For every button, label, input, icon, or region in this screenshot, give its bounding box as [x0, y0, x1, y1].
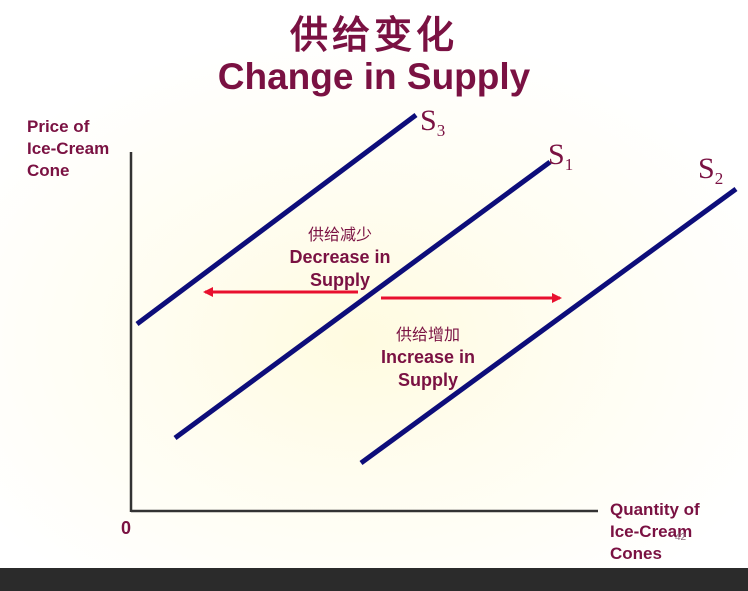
- slide: 供给变化 Change in Supply Price of Ice-Cream…: [0, 0, 748, 568]
- increase-label-line2: Supply: [397, 370, 458, 390]
- decrease-label-line1: Decrease in: [289, 247, 391, 267]
- decrease-label-cn: 供给减少: [307, 225, 372, 244]
- curve-label-s1: S1: [548, 138, 574, 174]
- y-axis-label-line3: Cone: [27, 161, 70, 180]
- increase-label-line1: Increase in: [380, 347, 476, 367]
- x-axis-label-line3: Cones: [610, 544, 662, 563]
- y-axis-label-line2: Ice-Cream: [27, 139, 110, 158]
- curve-label-s2: S2: [698, 152, 724, 188]
- increase-annotation: 供给增加 Increase in Supply: [356, 323, 500, 392]
- decrease-label-line2: Supply: [309, 270, 370, 290]
- x-axis-label-line1: Quantity of: [610, 500, 700, 519]
- page-number: 42: [675, 532, 687, 543]
- bottom-bar: [0, 568, 748, 591]
- supply-diagram: [129, 112, 738, 513]
- supply-curve-s1: [173, 159, 552, 441]
- origin-label: 0: [121, 518, 132, 538]
- y-axis-label-line1: Price of: [27, 117, 90, 136]
- supply-curve-s3: [135, 112, 418, 327]
- supply-curve-s2: [359, 186, 738, 466]
- decrease-annotation: 供给减少 Decrease in Supply: [270, 223, 410, 292]
- x-axis-label-line2: Ice-Cream: [610, 522, 693, 541]
- curve-label-s3: S3: [420, 104, 446, 140]
- x-axis-label: Quantity of Ice-Cream Cones: [610, 499, 740, 565]
- increase-label-cn: 供给增加: [395, 325, 460, 344]
- title-english: Change in Supply: [217, 56, 531, 97]
- y-axis-label: Price of Ice-Cream Cone: [27, 116, 137, 182]
- title-chinese: 供给变化: [289, 13, 458, 57]
